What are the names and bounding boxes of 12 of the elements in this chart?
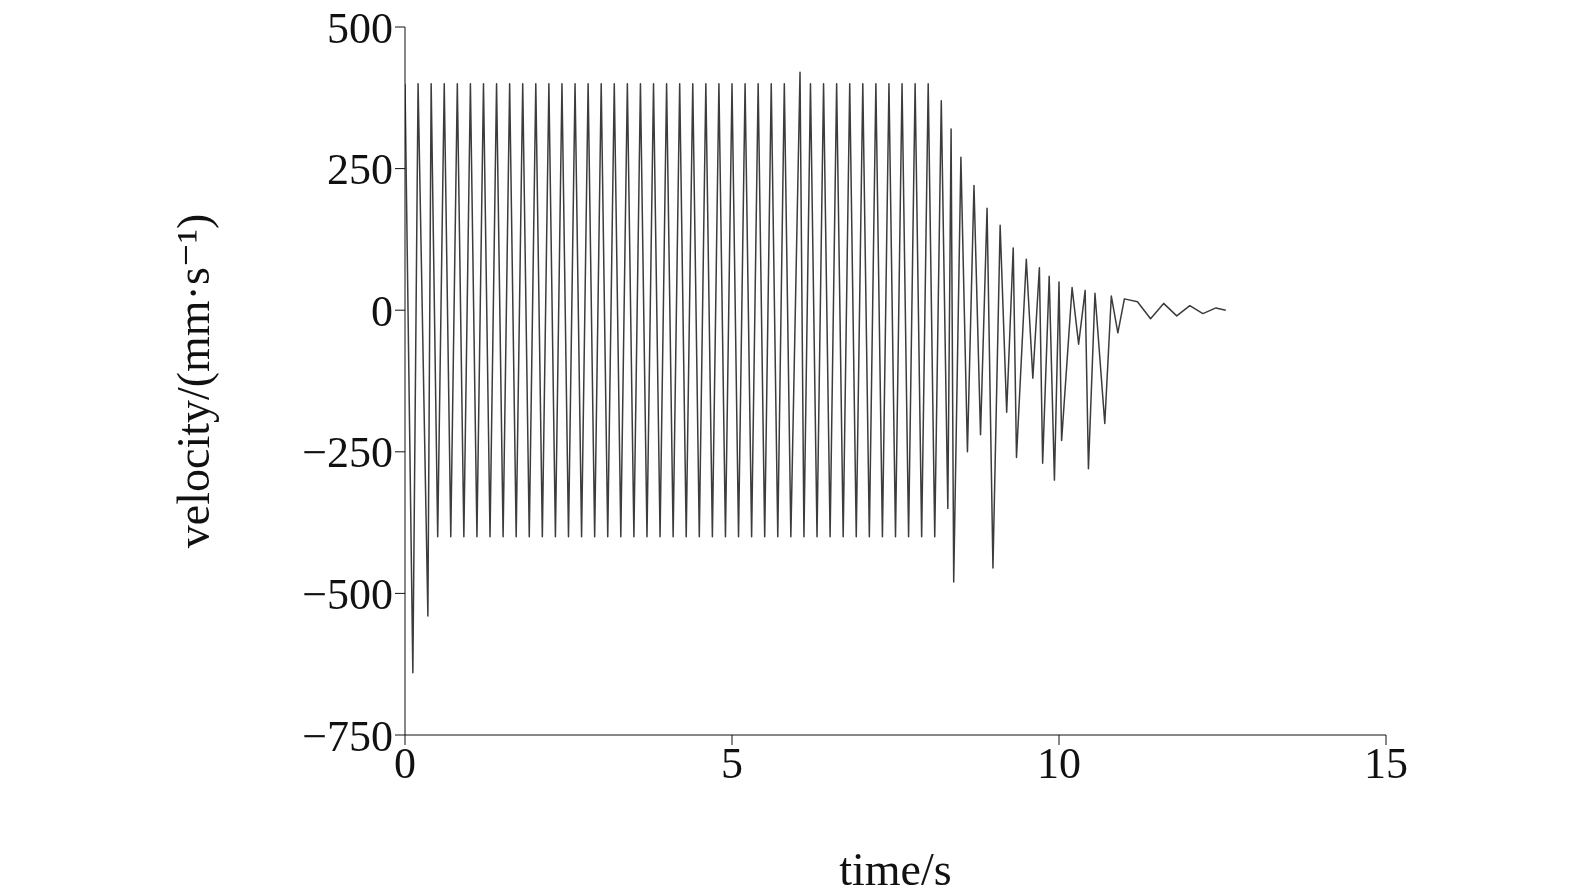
y-tick-label: 500 (327, 3, 393, 53)
x-tick-label: 15 (1364, 739, 1408, 789)
y-axis-title: velocity/(mm·s⁻¹) (168, 213, 220, 549)
y-tick-label: −750 (302, 711, 393, 761)
x-axis-title: time/s (839, 844, 952, 893)
line-series (405, 71, 1227, 674)
y-tick-label: −250 (302, 428, 393, 478)
x-tick-label: 5 (721, 739, 743, 789)
y-tick-label: 250 (327, 145, 393, 195)
x-tick-label: 10 (1037, 739, 1081, 789)
y-tick-label: 0 (371, 286, 393, 336)
y-tick-label: −500 (302, 570, 393, 620)
